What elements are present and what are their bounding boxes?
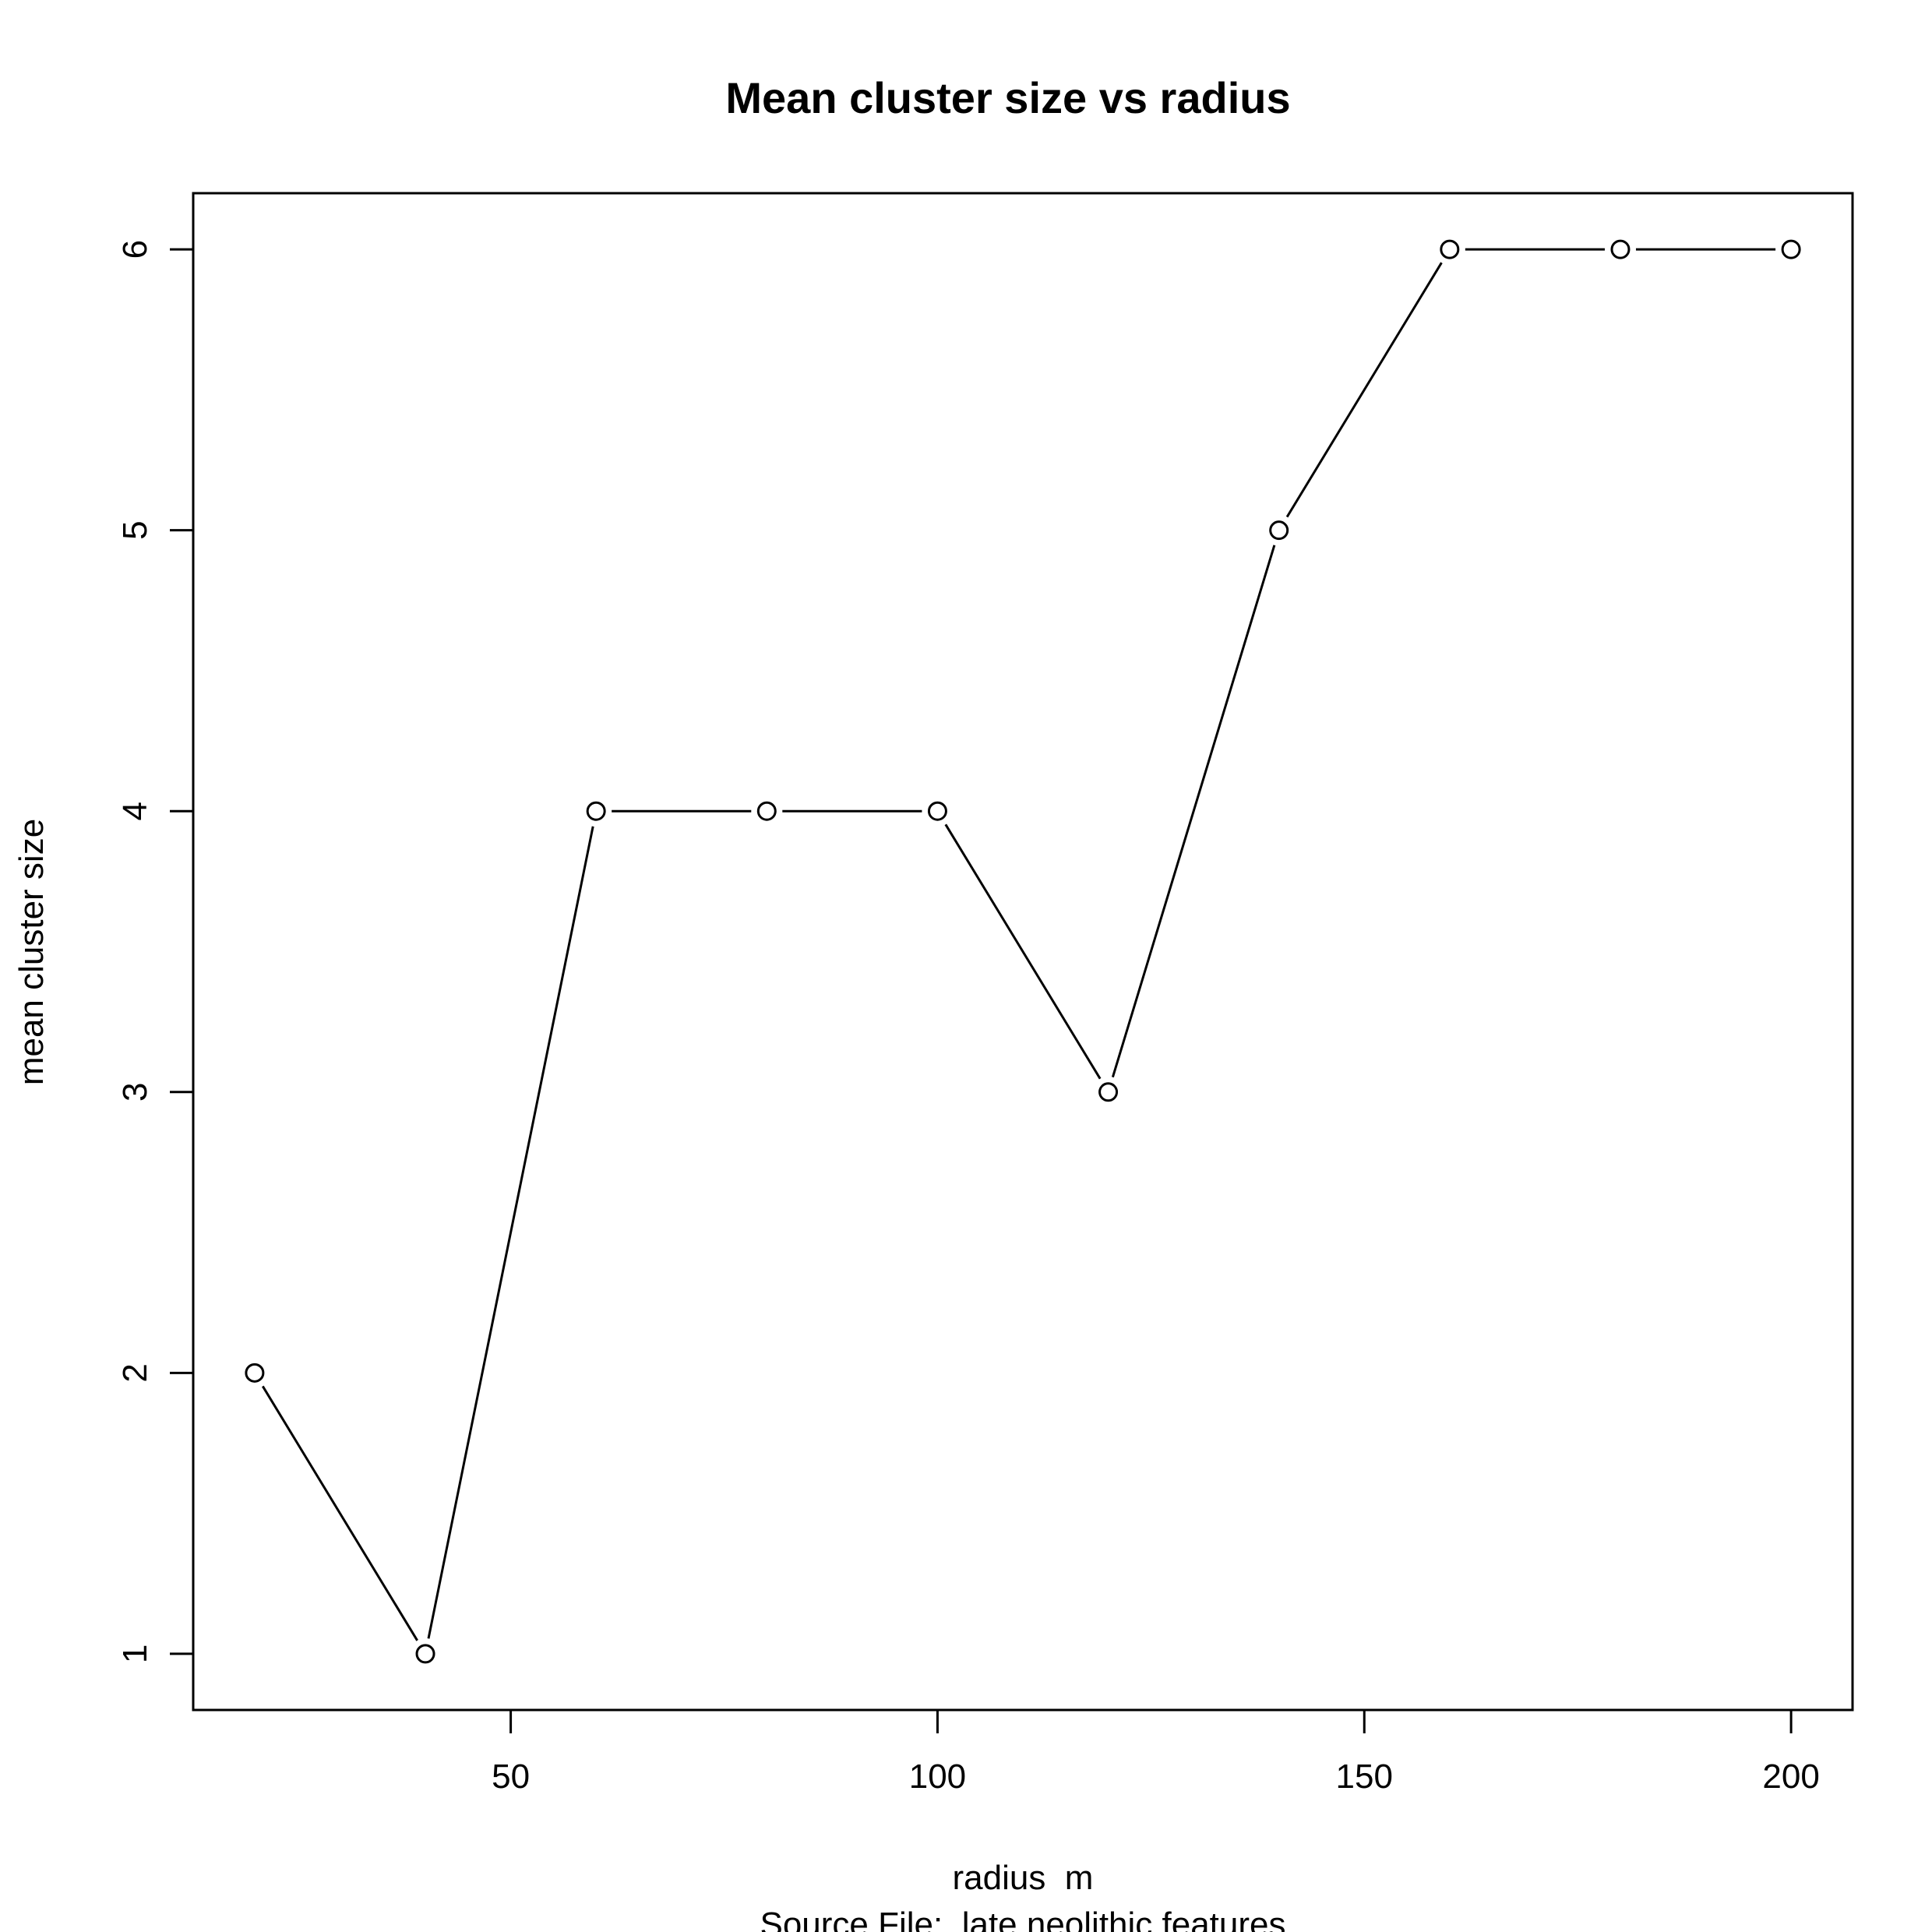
data-point bbox=[1098, 1082, 1119, 1102]
y-tick-label: 6 bbox=[116, 240, 154, 259]
data-point bbox=[415, 1644, 435, 1664]
y-axis-title: mean cluster size bbox=[12, 819, 51, 1085]
x-tick-label: 150 bbox=[1336, 1757, 1393, 1796]
data-point bbox=[1781, 239, 1801, 259]
data-points bbox=[245, 239, 1801, 1664]
data-point bbox=[1269, 520, 1289, 541]
line-segment bbox=[261, 1385, 418, 1641]
y-tick-label: 5 bbox=[116, 520, 154, 539]
y-tick-label: 4 bbox=[116, 802, 154, 820]
chart-title: Mean cluster size vs radius bbox=[725, 73, 1290, 122]
line-segment bbox=[1285, 262, 1443, 518]
x-tick-label: 50 bbox=[492, 1757, 530, 1796]
line-segment bbox=[427, 826, 594, 1639]
x-tick-label: 100 bbox=[909, 1757, 966, 1796]
x-axis-title: radius m bbox=[953, 1859, 1094, 1897]
data-point bbox=[756, 801, 777, 821]
line-segment bbox=[1111, 545, 1276, 1078]
data-point bbox=[1610, 239, 1631, 259]
y-tick-label: 1 bbox=[116, 1645, 154, 1663]
data-point bbox=[586, 801, 606, 821]
data-point bbox=[245, 1363, 265, 1383]
line-segment bbox=[944, 823, 1102, 1080]
y-axis: 1 2 3 4 5 6 bbox=[116, 240, 195, 1663]
data-point bbox=[1440, 239, 1460, 259]
data-point bbox=[927, 801, 947, 821]
x-tick-label: 200 bbox=[1762, 1757, 1819, 1796]
y-tick-label: 3 bbox=[116, 1083, 154, 1102]
x-axis: 50 100 150 200 bbox=[492, 1708, 1820, 1796]
source-caption: Source File: late neolithic features bbox=[760, 1906, 1285, 1932]
y-tick-label: 2 bbox=[116, 1363, 154, 1382]
series-line bbox=[261, 248, 1776, 1641]
